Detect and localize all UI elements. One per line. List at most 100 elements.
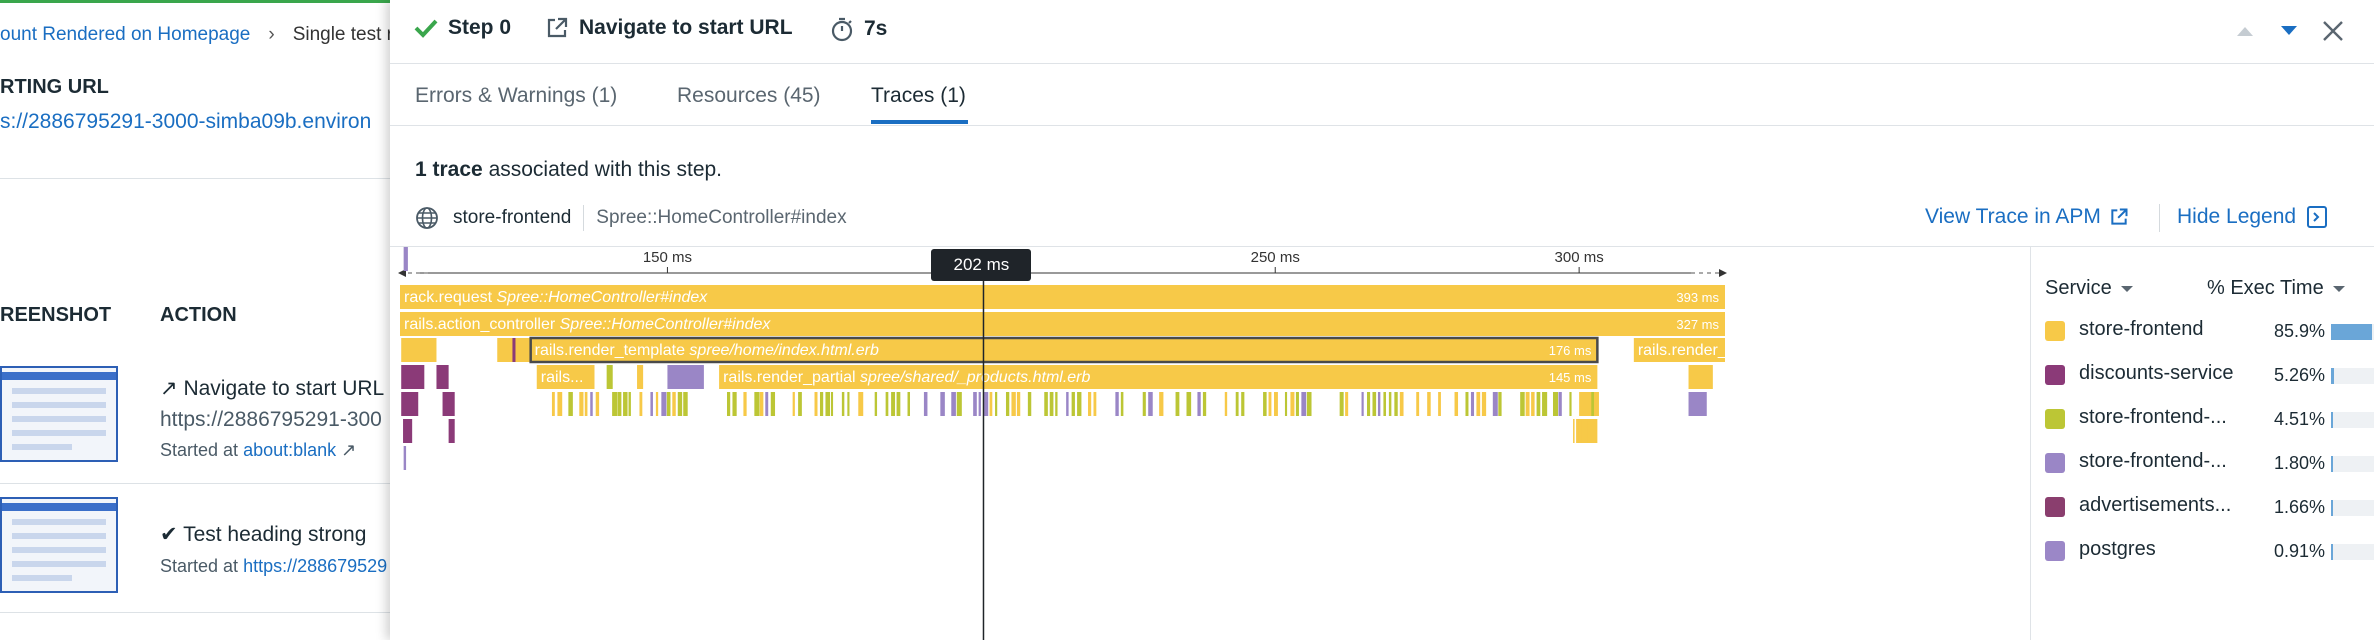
flame-span[interactable]: rails.action_controller Spree::HomeContr… <box>400 312 1725 336</box>
time-cursor-label: 202 ms <box>931 249 1032 281</box>
step-duration: 7s <box>830 16 887 42</box>
flame-span-small <box>639 392 643 416</box>
flame-span[interactable]: rack.request Spree::HomeController#index… <box>400 285 1725 309</box>
caret-down-icon <box>2281 26 2297 35</box>
legend-service-name: store-frontend-... <box>2079 450 2227 472</box>
step-screenshot-thumbnail[interactable] <box>0 366 118 462</box>
next-step-button[interactable] <box>2272 14 2306 48</box>
flame-span[interactable]: rails.render_partial spree/shared/_produ… <box>719 365 1598 389</box>
flame-span-small <box>672 392 676 416</box>
starting-url-label: RTING URL <box>0 76 109 98</box>
flame-span-small <box>989 392 993 416</box>
flame-span-small <box>617 392 622 416</box>
previous-step-button[interactable] <box>2228 14 2262 48</box>
flame-span-small <box>1470 392 1475 416</box>
legend-service-name: store-frontend <box>2079 318 2204 340</box>
flame-span-small <box>1372 392 1377 416</box>
trace-summary: 1 trace associated with this step. <box>415 158 723 181</box>
flame-span-small <box>814 392 818 416</box>
legend-exec-pct: 4.51% <box>2273 409 2325 429</box>
legend-exec-bar <box>2331 324 2374 340</box>
flame-span-small <box>1583 419 1586 443</box>
legend-exec-pct: 1.80% <box>2273 453 2325 473</box>
flame-span-duration: 393 ms <box>1676 290 1719 305</box>
tab-errors-warnings[interactable]: Errors & Warnings (1) <box>415 84 618 107</box>
view-trace-in-apm-link[interactable]: View Trace in APM <box>1925 205 2129 229</box>
flame-span-small <box>726 392 731 416</box>
legend-item[interactable]: discounts-service 5.26% <box>2031 355 2374 395</box>
flame-span-small <box>403 419 413 443</box>
flame-span-small <box>683 392 688 416</box>
flame-span-small <box>1399 392 1404 416</box>
flame-span-small <box>819 392 824 416</box>
legend-exec-bar <box>2331 500 2374 516</box>
legend-item[interactable]: advertisements... 1.66% <box>2031 487 2374 527</box>
flame-span[interactable]: rails.render_template spree/home/index.h… <box>529 336 1599 364</box>
legend-exec-bar <box>2331 544 2374 560</box>
flame-span-label: rails.action_controller Spree::HomeContr… <box>404 316 771 333</box>
flame-span-small <box>401 365 425 389</box>
legend-exec-bar-fill <box>2331 368 2334 384</box>
flame-span-small <box>1465 392 1469 416</box>
flame-span-label: rails.render_template spree/home/index.h… <box>535 342 879 359</box>
flame-span-small <box>1339 392 1344 416</box>
legend-exec-bar-fill <box>2331 324 2373 340</box>
divider <box>583 205 585 231</box>
status-bar <box>0 0 420 3</box>
flame-span-small <box>830 392 834 416</box>
caret-down-icon <box>2332 285 2345 292</box>
flame-span[interactable]: rails... <box>536 365 595 389</box>
flame-span-small <box>666 392 671 416</box>
flame-span-small <box>590 392 593 416</box>
legend-item[interactable]: store-frontend 85.9% <box>2031 311 2374 351</box>
legend-exec-pct: 85.9% <box>2273 321 2325 341</box>
trace-service: store-frontend <box>453 207 572 228</box>
service-sort-header[interactable]: Service <box>2045 277 2134 300</box>
flame-span-small <box>754 392 760 416</box>
legend-service-name: postgres <box>2079 538 2156 560</box>
external-link-icon <box>2111 208 2128 225</box>
flame-span-small <box>667 365 704 389</box>
flame-span-small <box>1525 392 1530 416</box>
flame-span-small <box>1027 392 1032 416</box>
flame-span-bar <box>529 336 1599 364</box>
tab-resources[interactable]: Resources (45) <box>677 84 821 107</box>
flame-span-small <box>1573 419 1575 443</box>
flame-span-small <box>1416 392 1420 416</box>
step-screenshot-thumbnail[interactable] <box>0 497 118 593</box>
exec-time-sort-header[interactable]: % Exec Time <box>2207 277 2346 300</box>
close-icon <box>2323 21 2343 41</box>
starting-url-link[interactable]: s://2886795291-3000-simba09b.environ <box>0 110 372 133</box>
timeline-tick-label: 300 ms <box>1555 249 1604 266</box>
flame-span-small <box>1558 392 1562 416</box>
step-detail-panel: Step 0 Navigate to start URL 7s Errors &… <box>390 0 2374 640</box>
legend-item[interactable]: store-frontend-... 1.80% <box>2031 443 2374 483</box>
flame-graph[interactable]: 150 ms 250 ms 300 ms rack.request Spree::Ho… <box>390 246 2030 640</box>
breadcrumb-link[interactable]: ount Rendered on Homepage <box>0 24 251 45</box>
flame-span-small <box>841 392 845 416</box>
close-button[interactable] <box>2316 14 2350 48</box>
flame-span-small <box>1594 419 1597 443</box>
flame-span-small <box>874 392 878 416</box>
legend-exec-bar-fill <box>2331 500 2333 516</box>
tab-traces[interactable]: Traces (1) <box>871 84 966 107</box>
flame-span-small <box>1454 392 1459 416</box>
legend-item[interactable]: store-frontend-... 4.51% <box>2031 399 2374 439</box>
legend-item[interactable]: postgres 0.91% <box>2031 531 2374 571</box>
flame-span-small <box>1591 392 1594 416</box>
flame-span-small <box>655 392 659 416</box>
flame-span-small <box>1055 392 1058 416</box>
flame-span-small <box>401 338 437 362</box>
flame-span-small <box>1498 392 1502 416</box>
flame-span[interactable]: rails.render_p... <box>1633 338 1749 362</box>
started-at-link[interactable]: about:blank <box>243 440 337 460</box>
step-title[interactable]: ✔ Test heading strong <box>160 523 367 546</box>
flame-span-small <box>1093 392 1097 416</box>
flame-span-small <box>956 392 962 416</box>
legend-service-name: discounts-service <box>2079 362 2234 384</box>
started-at-link[interactable]: https://288679529 <box>243 556 388 576</box>
step-title[interactable]: ↗ Navigate to start URL <box>160 377 385 400</box>
flame-span-small <box>1520 392 1525 416</box>
hide-legend-button[interactable]: Hide Legend <box>2177 205 2328 229</box>
